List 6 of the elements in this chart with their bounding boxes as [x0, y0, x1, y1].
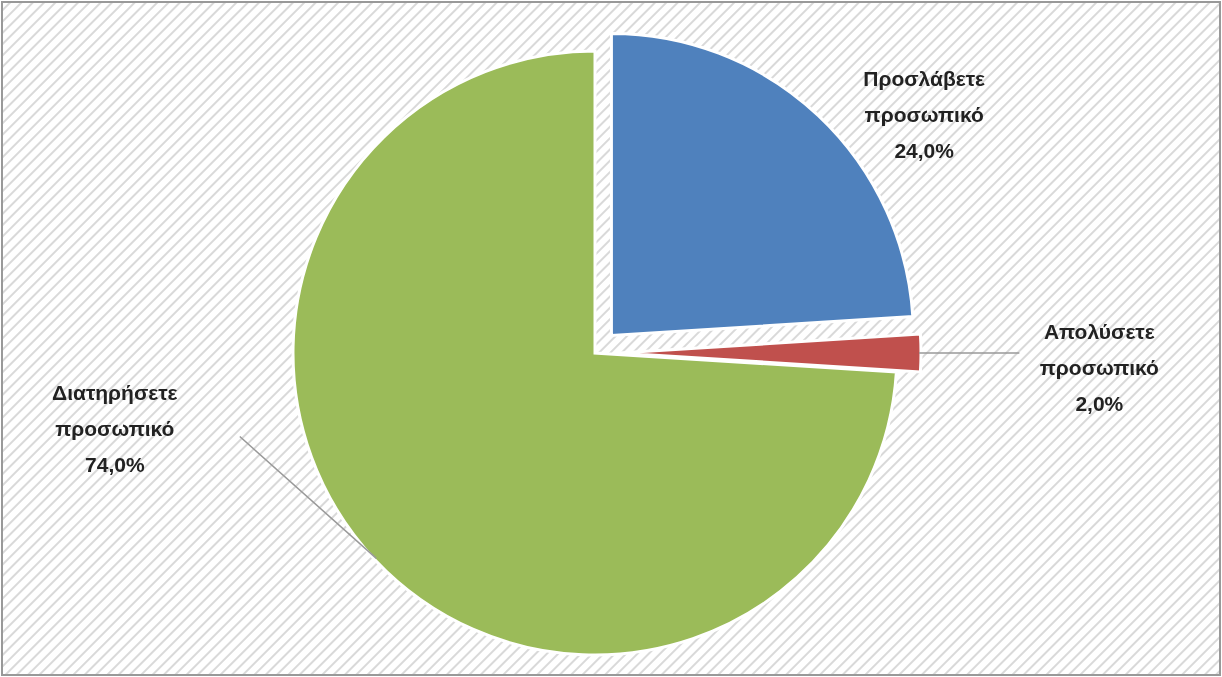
data-label: 24,0% [894, 138, 955, 162]
slice-label: Απολύσετε προσωπικό [1039, 320, 1159, 380]
slice-label: Διατηρήσετε προσωπικό [52, 380, 178, 440]
data-label: 2,0% [1075, 392, 1124, 416]
data-label: 74,0% [85, 452, 145, 476]
slice-label: Προσλάβετε προσωπικό [863, 66, 986, 126]
